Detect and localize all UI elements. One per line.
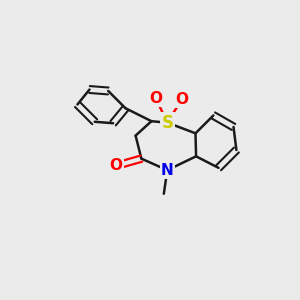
Text: N: N (161, 163, 174, 178)
Text: O: O (149, 91, 162, 106)
Text: O: O (175, 92, 188, 107)
Text: O: O (110, 158, 122, 173)
Text: S: S (161, 114, 173, 132)
